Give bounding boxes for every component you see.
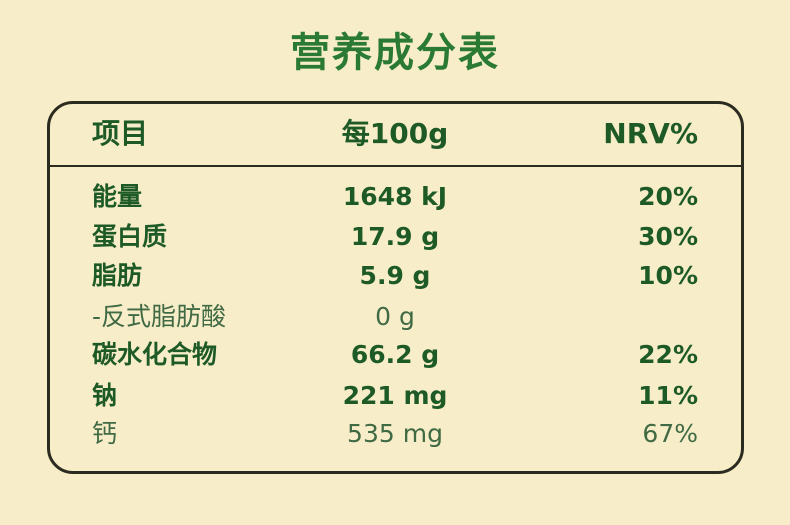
table-cell: 能量 (92, 182, 143, 211)
table-cell: 30% (638, 222, 698, 251)
title: 营养成分表 (290, 30, 500, 76)
table-cell: 蛋白质 (92, 222, 168, 251)
table-cell: 20% (638, 182, 698, 211)
table-cell: 11% (638, 381, 698, 410)
table-cell: 脂肪 (92, 261, 143, 290)
table-cell: -反式脂肪酸 (92, 302, 227, 331)
header-cell: 每100g (341, 117, 449, 150)
table-cell: 0 g (375, 302, 415, 331)
header-cell: NRV% (603, 117, 698, 150)
table-cell: 10% (638, 261, 698, 290)
table-cell: 碳水化合物 (92, 340, 218, 369)
table-cell: 1648 kJ (342, 182, 448, 211)
table-cell: 535 mg (347, 419, 443, 448)
table-cell: 钠 (92, 381, 118, 410)
table-cell: 17.9 g (350, 222, 440, 251)
header-cell: 项目 (92, 117, 149, 150)
table-cell: 22% (638, 340, 698, 369)
table-cell: 66.2 g (350, 340, 440, 369)
table-cell: 221 mg (342, 381, 448, 410)
table-cell: 5.9 g (359, 261, 431, 290)
table-cell: 67% (642, 419, 698, 448)
table-cell: 钙 (92, 419, 118, 448)
table-frame (47, 101, 744, 474)
header-divider (47, 165, 744, 167)
